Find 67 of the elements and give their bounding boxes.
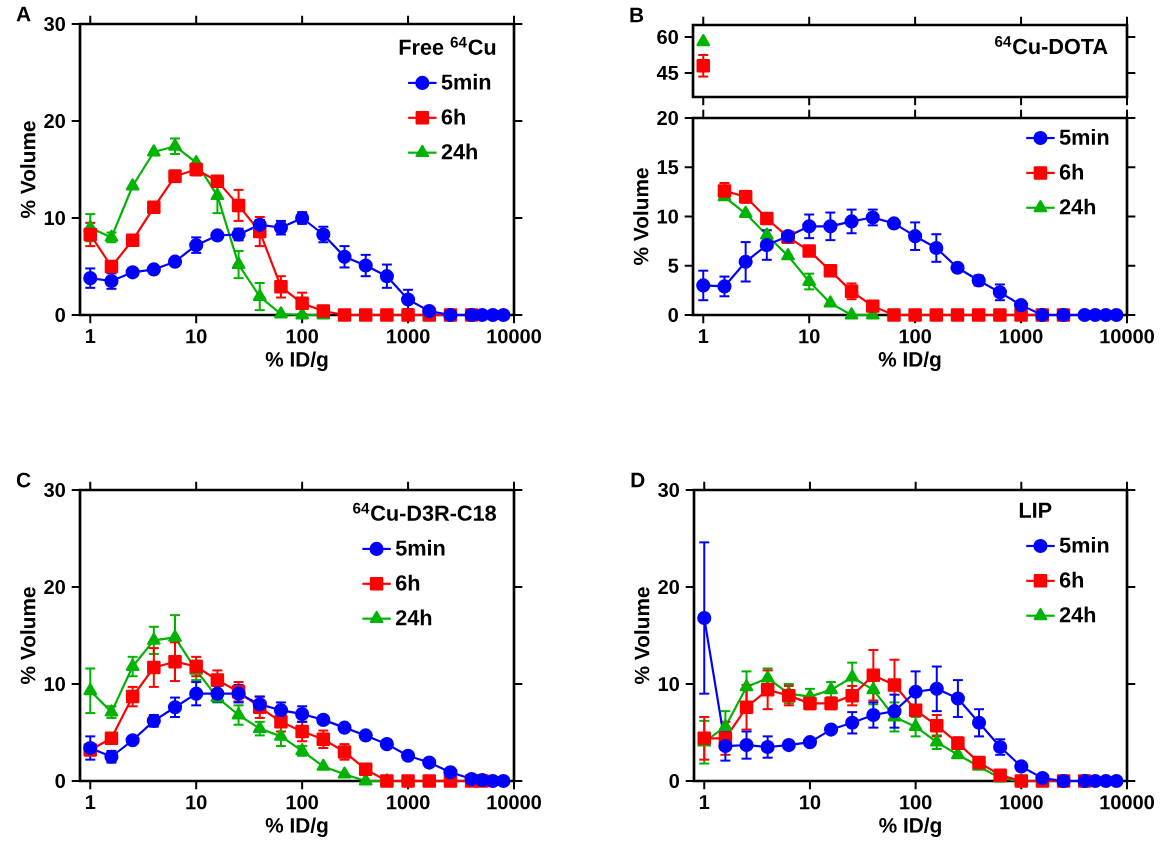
x-tick-label: 1000 <box>387 329 430 344</box>
y-tick-label: 30 <box>44 482 65 498</box>
y-tick-label: 20 <box>658 579 679 595</box>
y-axis-title: % Volume <box>20 587 36 684</box>
y-tick-label: 15 <box>657 160 679 175</box>
y-tick-label: 20 <box>44 113 65 129</box>
y-tick-label: 10 <box>44 210 65 226</box>
y-tick-label: 0 <box>55 307 65 323</box>
x-tick-label: 100 <box>899 329 931 344</box>
x-tick-label: 10 <box>800 795 821 810</box>
legend-label: 24h <box>395 609 432 626</box>
y-tick-label: 30 <box>44 16 65 32</box>
legend-title: LIP <box>1019 502 1052 518</box>
legend-label: 5min <box>441 73 491 90</box>
x-tick-label: 1000 <box>1000 795 1043 810</box>
x-axis-title: % ID/g <box>265 817 328 837</box>
legend-label: 24h <box>1059 606 1096 623</box>
y-tick-label: 0 <box>668 307 678 323</box>
y-tick-label: 45 <box>656 66 679 80</box>
y-tick-label: 5 <box>668 258 679 273</box>
legend-label: 24h <box>441 143 477 160</box>
y-axis-title: % Volume <box>20 121 36 218</box>
legend-title: Free $^{64}$Cu <box>399 36 496 55</box>
chart-title: B <box>630 7 644 23</box>
x-tick-label: 1 <box>699 795 710 809</box>
x-axis-title: % ID/g <box>878 351 941 371</box>
x-tick-label: 10000 <box>1100 329 1154 344</box>
legend-label: 6h <box>1059 163 1084 180</box>
x-tick-label: 1 <box>698 329 709 343</box>
y-tick-label: 0 <box>55 773 65 789</box>
x-tick-label: 100 <box>286 795 318 810</box>
x-tick-label: 10000 <box>487 329 541 344</box>
annotation: $^{64}$Cu-DOTA <box>995 36 1108 55</box>
y-tick-label: 30 <box>658 482 679 498</box>
y-tick-label: 60 <box>657 29 678 45</box>
x-tick-label: 1 <box>85 329 96 343</box>
x-tick-label: 10 <box>186 329 207 344</box>
y-tick-label: 20 <box>44 579 65 595</box>
x-tick-label: 100 <box>286 329 318 344</box>
legend-label: 6h <box>396 574 420 591</box>
y-tick-label: 10 <box>44 676 65 692</box>
legend-label: 5min <box>395 539 445 556</box>
x-axis-title: % ID/g <box>879 817 941 837</box>
legend-label: 6h <box>441 108 465 125</box>
x-tick-label: 10000 <box>1100 795 1154 810</box>
y-tick-label: 10 <box>657 209 678 224</box>
x-tick-label: 100 <box>900 795 932 810</box>
legend-label: 5min <box>1059 128 1109 145</box>
x-tick-label: 10000 <box>487 795 541 810</box>
legend-label: 5min <box>1059 536 1109 553</box>
x-tick-label: 1000 <box>1000 329 1043 344</box>
x-tick-label: 1 <box>85 795 96 809</box>
chart-title: C <box>16 472 31 488</box>
legend-title: $^{64}$Cu-D3R-C18 <box>353 502 496 521</box>
x-tick-label: 1000 <box>387 795 430 810</box>
chart-title: D <box>631 472 645 488</box>
x-tick-label: 10 <box>799 329 820 344</box>
y-axis-title: % Volume <box>634 587 650 684</box>
x-tick-label: 10 <box>186 795 207 810</box>
y-axis-title: % Volume <box>633 168 649 265</box>
chart-title: A <box>16 6 31 22</box>
x-axis-title: % ID/g <box>265 351 328 371</box>
legend-label: 24h <box>1059 198 1096 215</box>
legend-label: 6h <box>1059 571 1084 588</box>
y-tick-label: 0 <box>669 773 679 789</box>
y-tick-label: 20 <box>657 110 678 126</box>
y-tick-label: 10 <box>658 676 679 692</box>
